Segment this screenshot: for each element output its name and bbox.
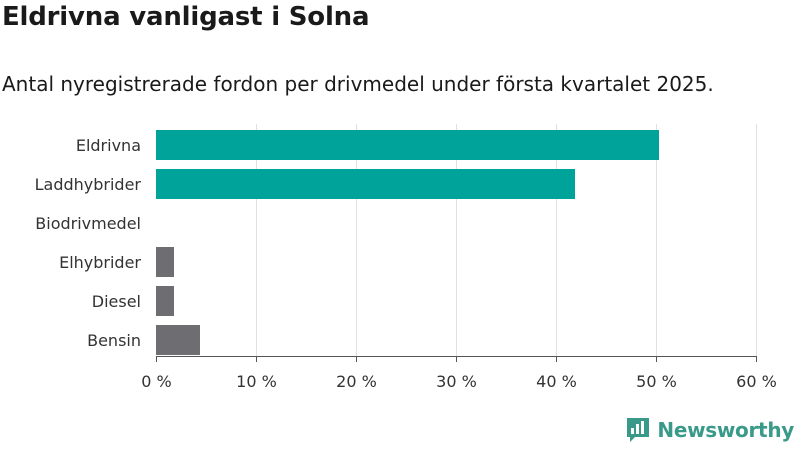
chart-title: Eldrivna vanligast i Solna [2,2,370,32]
x-tick-label: 40 % [536,372,577,391]
category-label: Bensin [87,331,141,350]
category-label: Diesel [92,292,141,311]
bar [156,325,200,355]
category-labels: Eldrivna Laddhybrider Biodrivmedel Elhybrid… [35,136,142,350]
category-label: Eldrivna [76,136,141,155]
x-axis: 0 % 10 % 20 % 30 % 40 % 50 % 60 % [141,356,777,391]
x-tick-label: 60 % [736,372,777,391]
category-label: Elhybrider [59,253,141,272]
x-tick-label: 30 % [436,372,477,391]
x-tick-label: 10 % [236,372,277,391]
category-label: Biodrivmedel [35,214,141,233]
bars [156,130,659,355]
bar [156,169,575,199]
x-tick-label: 50 % [636,372,677,391]
gridlines [256,124,757,356]
bar-chart-speech-bubble-icon [627,418,650,442]
x-tick-label: 20 % [336,372,377,391]
brand-logo: Newsworthy [625,416,794,444]
category-label: Laddhybrider [35,175,142,194]
chart-subtitle: Antal nyregistrerade fordon per drivmede… [2,72,714,96]
bar [156,130,659,160]
bar [156,247,174,277]
bar [156,286,174,316]
brand-name: Newsworthy [657,418,794,442]
x-tick-label: 0 % [141,372,171,391]
